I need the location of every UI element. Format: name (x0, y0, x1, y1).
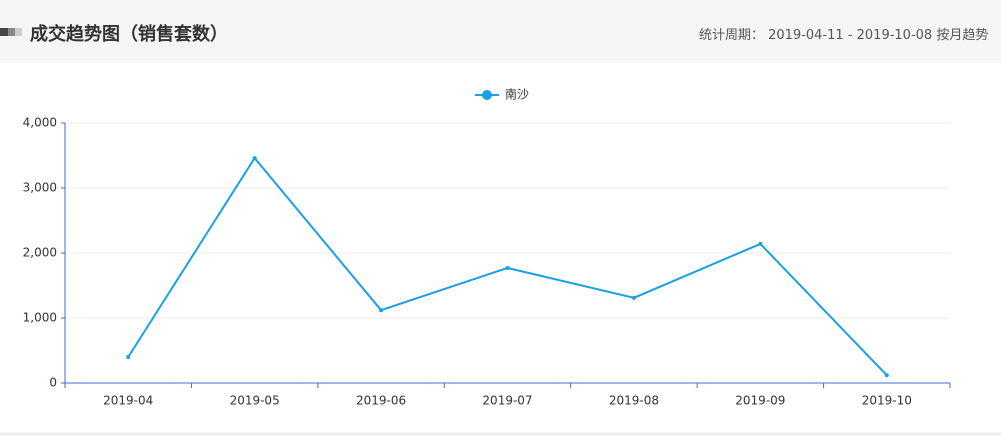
point (631, 295, 636, 300)
decoration (15, 28, 22, 36)
x-tick-label: 2019-06 (356, 394, 406, 408)
x-tick-label: 2019-10 (862, 394, 912, 408)
period: 统计周期： 2019-04-11 - 2019-10-08 按月趋势 (699, 28, 989, 43)
point (126, 355, 131, 359)
header-title: 成交趋势图（销售套数） (30, 24, 228, 45)
x-tick-label: 2019-08 (609, 394, 659, 408)
y-tick-label: 1,000 (23, 311, 57, 325)
point (505, 265, 510, 270)
y-tick-label: 4,000 (23, 116, 57, 130)
y-tick-label: 3,000 (23, 181, 57, 195)
y-tick-label: 2,000 (23, 246, 57, 260)
legend-label: 南沙 (505, 87, 529, 102)
decoration (0, 28, 8, 36)
chart: 0 1,000 2,000 3,000 4,000 2019-04 2019-05 2019-… (0, 87, 1001, 436)
point (252, 156, 257, 161)
x-tick-label: 2019-05 (230, 394, 280, 408)
x-tick-label: 2019-09 (735, 394, 785, 408)
x-tick-label: 2019-07 (482, 394, 532, 408)
y-tick-label: 0 (49, 376, 57, 390)
point (884, 373, 889, 378)
decoration (8, 28, 15, 36)
point (379, 308, 384, 313)
legend-marker (482, 90, 492, 100)
header: 成交趋势图（销售套数） 统计周期： 2019-04-11 - 2019-10-0… (0, 0, 1001, 63)
x-tick-label: 2019-04 (103, 394, 153, 408)
point (758, 241, 763, 246)
